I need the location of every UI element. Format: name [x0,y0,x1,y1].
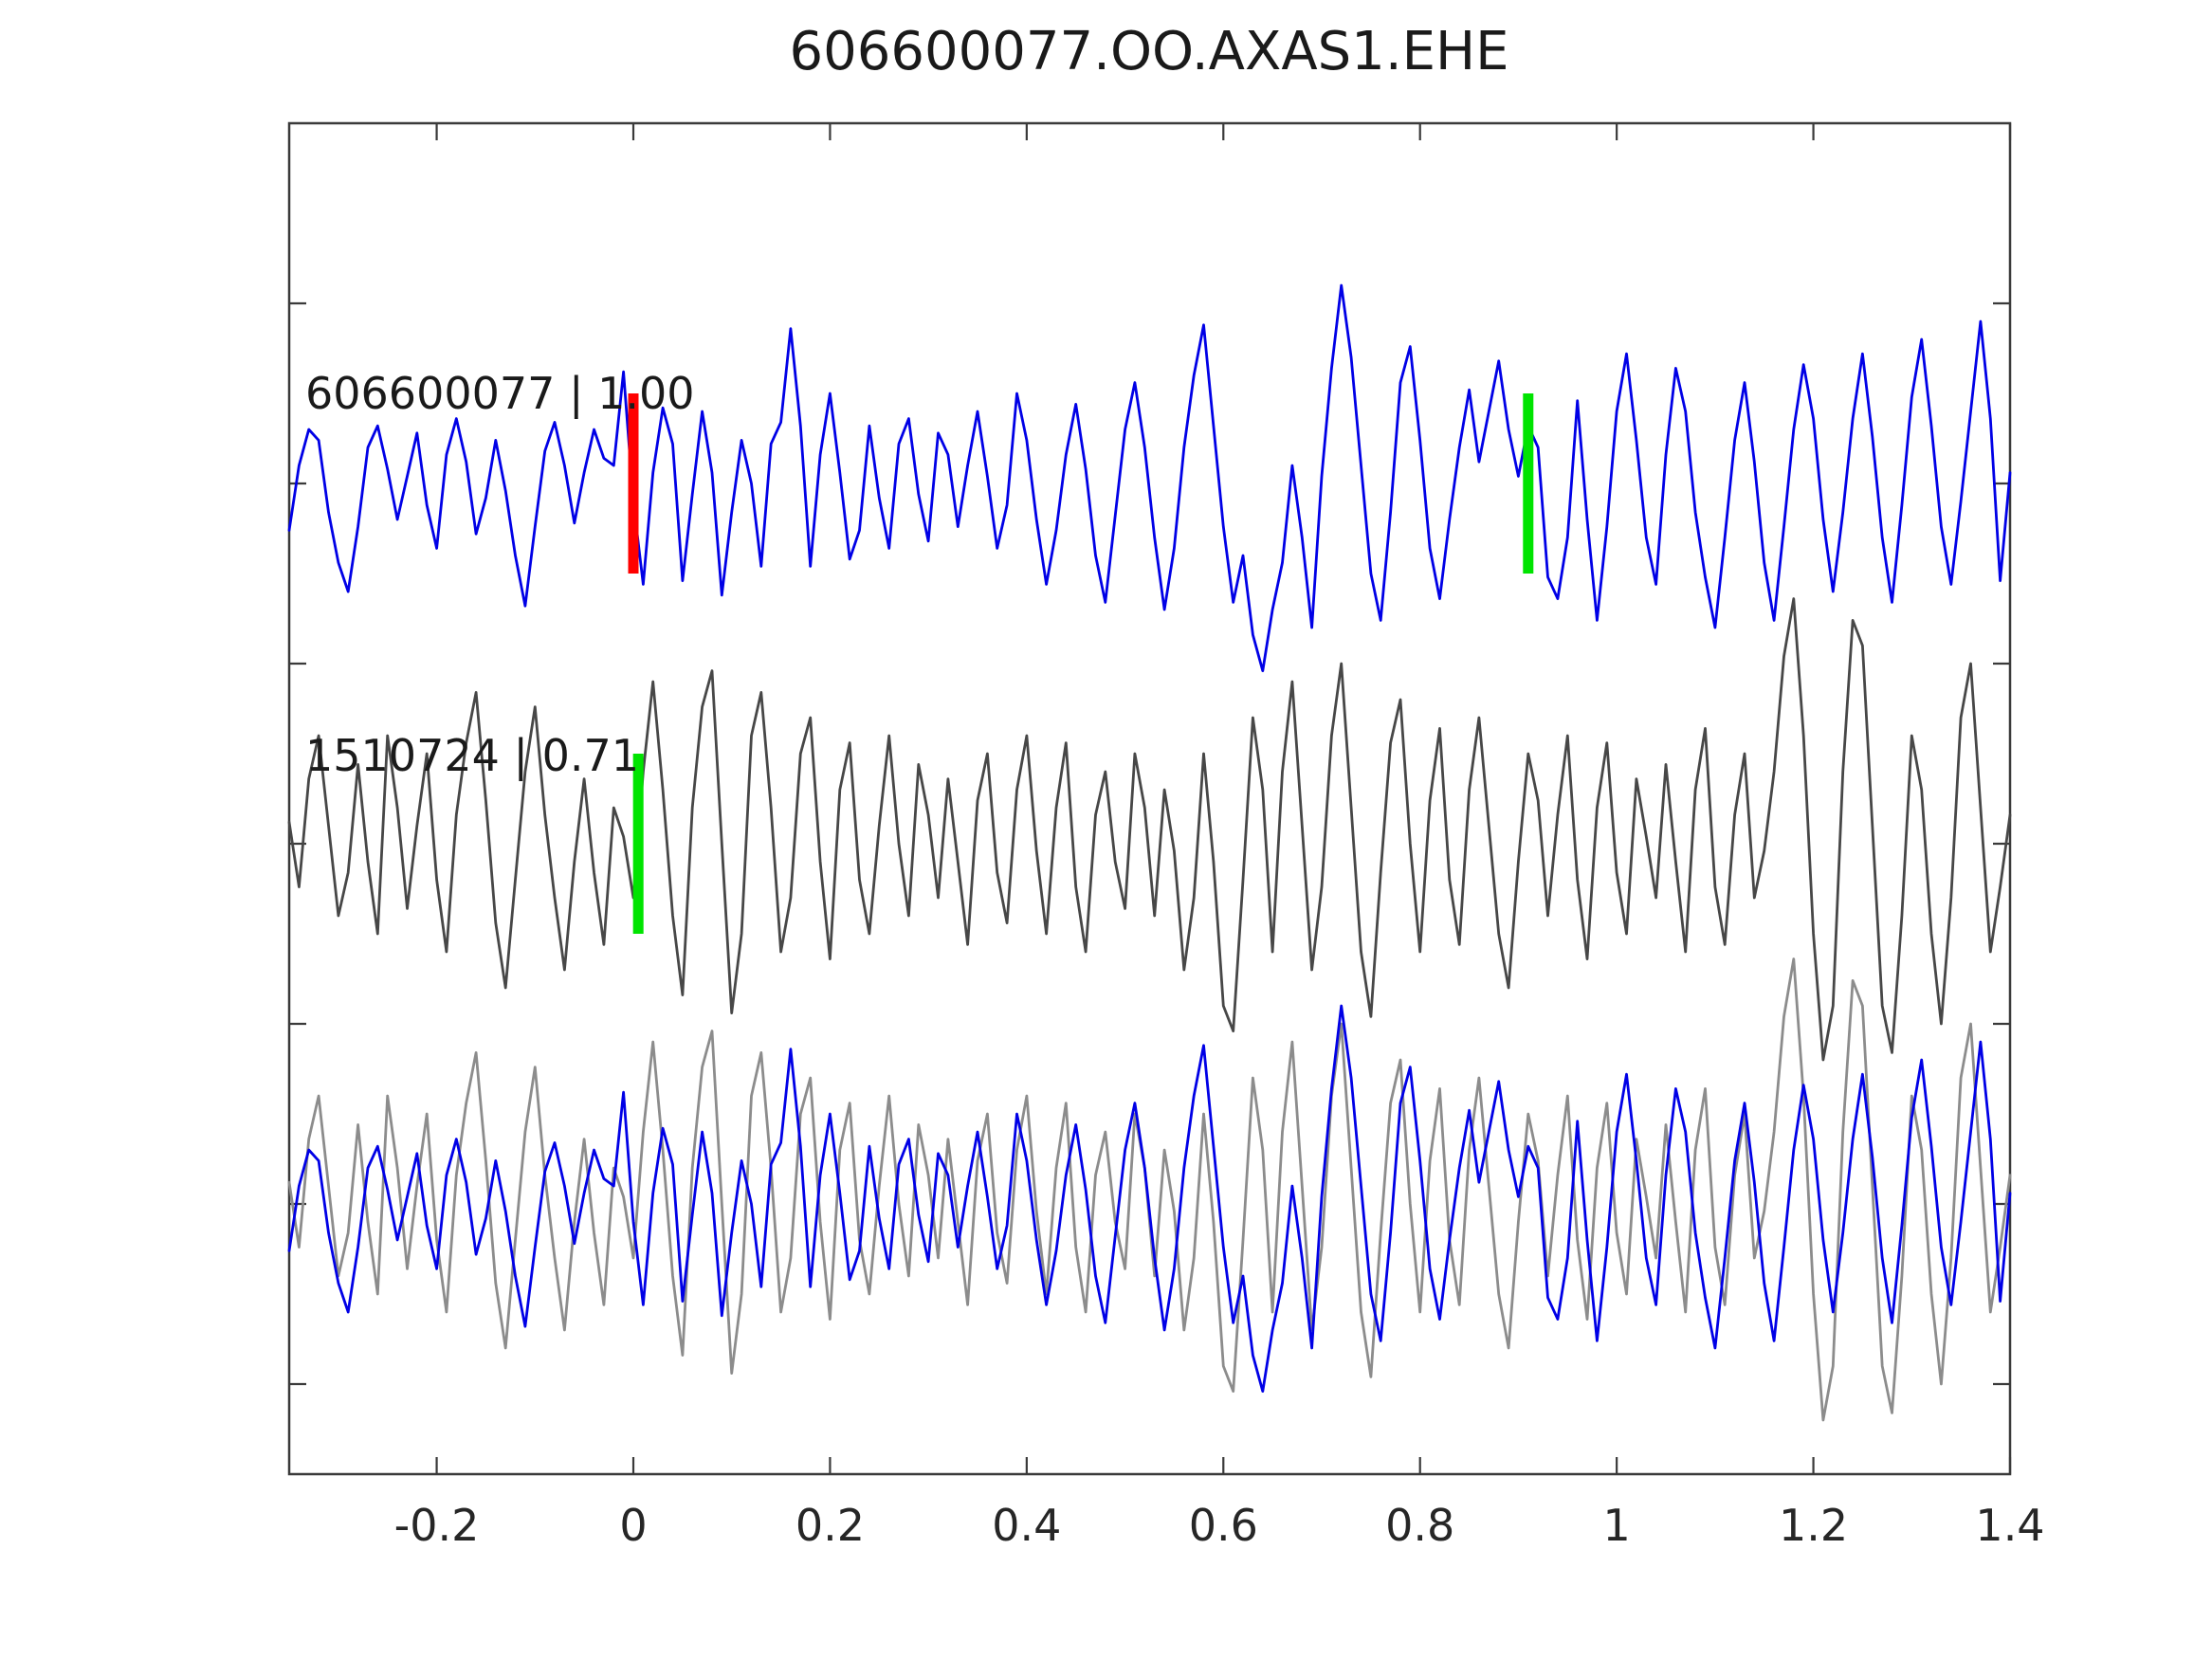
x-tick-label-0.2: 0.2 [795,1500,865,1551]
x-tick-label-1: 1 [1602,1500,1631,1551]
x-tick-label-1.2: 1.2 [1778,1500,1849,1551]
template-trace-label: 606600077 | 1.00 [305,368,695,419]
detection-pick-marker [632,754,644,934]
x-tick-label-1.4: 1.4 [1975,1500,2045,1551]
x-tick-label--0.2: -0.2 [393,1500,480,1551]
overlay-waveform-1 [287,1004,2012,1393]
detection-waveform [287,597,2012,1062]
x-tick-label-0: 0 [619,1500,648,1551]
x-tick-label-0.4: 0.4 [992,1500,1062,1551]
x-axis-tick-labels: -0.2 0 0.2 0.4 0.6 0.8 1 1.2 1.4 [0,1500,2212,1557]
x-tick-label-0.6: 0.6 [1188,1500,1258,1551]
plot-title: 606600077.OO.AXAS1.EHE [789,21,1509,82]
x-tick-label-0.8: 0.8 [1385,1500,1455,1551]
template-waveform [287,283,2012,672]
axes-frame [287,121,2012,1476]
detection-trace-label: 1510724 | 0.71 [305,730,640,781]
template-green-marker [1523,393,1534,574]
template-pick-marker [628,393,639,574]
overlay-waveform-0 [287,957,2012,1422]
